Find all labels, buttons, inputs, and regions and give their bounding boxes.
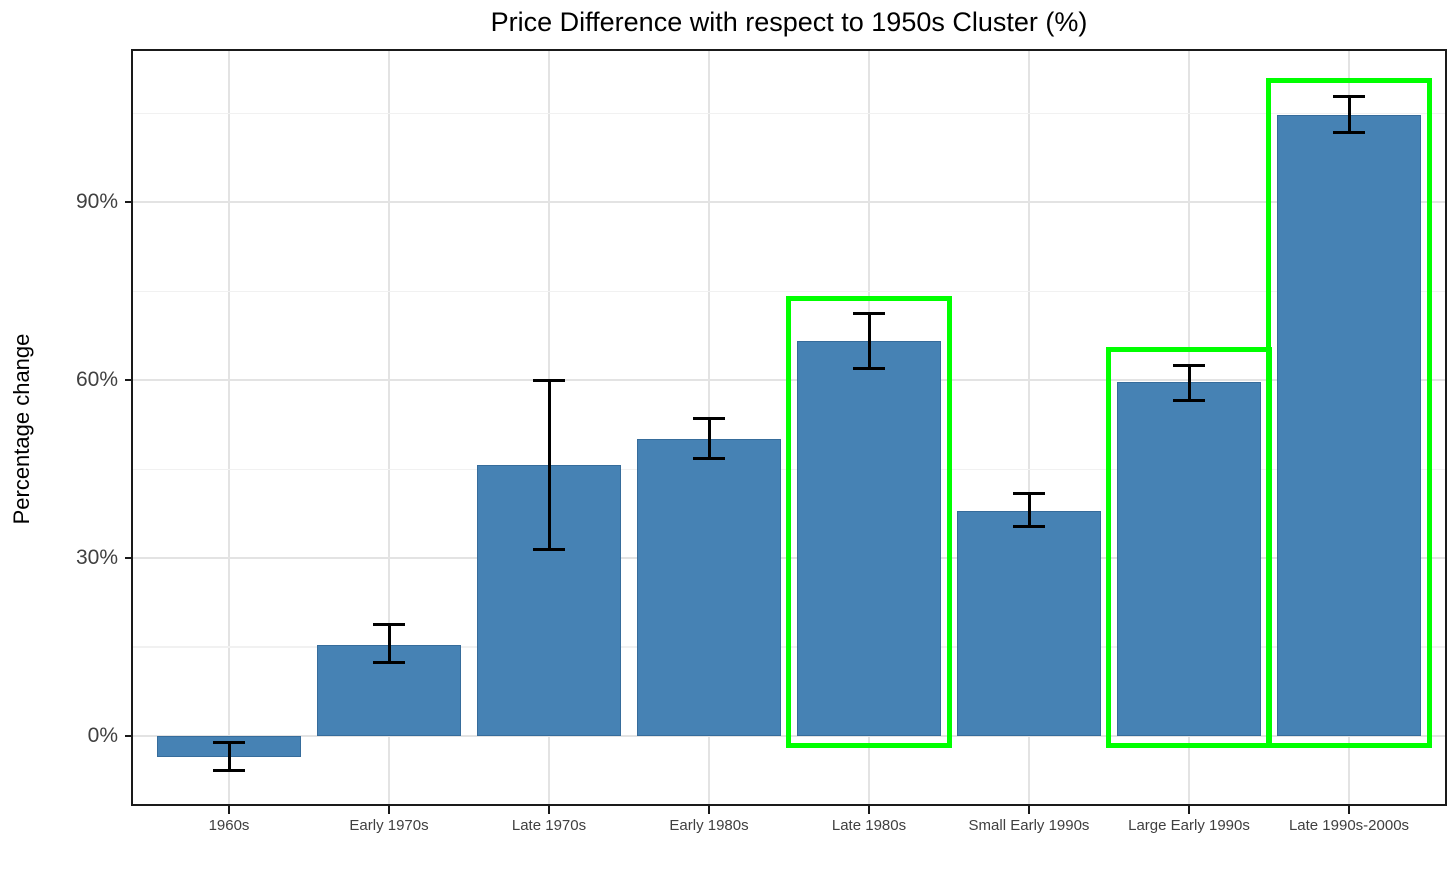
horizontal-minor-gridline bbox=[133, 290, 1445, 293]
error-bar-line bbox=[387, 624, 391, 663]
x-tick-label: Late 1970s bbox=[511, 817, 587, 834]
bar bbox=[637, 439, 781, 736]
bar bbox=[957, 510, 1101, 736]
bar bbox=[1277, 115, 1421, 736]
error-bar-line bbox=[547, 380, 551, 550]
x-tick-label: Late 1980s bbox=[831, 817, 907, 834]
error-bar-line bbox=[1347, 96, 1351, 133]
error-bar-cap-bottom bbox=[373, 661, 405, 665]
vertical-gridline bbox=[1028, 51, 1030, 804]
error-bar-cap-bottom bbox=[1173, 398, 1205, 402]
bar bbox=[1117, 382, 1261, 736]
error-bar-cap-bottom bbox=[1333, 131, 1365, 135]
x-axis-tick bbox=[868, 806, 870, 814]
x-tick-label: Late 1990s-2000s bbox=[1288, 817, 1410, 834]
error-bar-line bbox=[227, 742, 231, 771]
error-bar-cap-bottom bbox=[213, 769, 245, 773]
x-tick-label: 1960s bbox=[208, 817, 250, 834]
error-bar-cap-bottom bbox=[693, 456, 725, 460]
bar bbox=[797, 340, 941, 736]
chart-title: Price Difference with respect to 1950s C… bbox=[490, 7, 1088, 37]
highlight-box bbox=[1266, 78, 1432, 748]
error-bar-cap-bottom bbox=[853, 366, 885, 370]
y-axis-tick bbox=[125, 556, 133, 559]
error-bar-line bbox=[867, 313, 871, 369]
x-tick-label: Small Early 1990s bbox=[968, 817, 1090, 834]
vertical-gridline bbox=[388, 51, 390, 804]
error-bar-cap-top bbox=[213, 740, 245, 744]
horizontal-major-gridline bbox=[133, 201, 1445, 204]
x-axis-tick bbox=[1028, 806, 1030, 814]
y-tick-label: 90% bbox=[75, 190, 118, 214]
error-bar-cap-top bbox=[1333, 94, 1365, 98]
horizontal-minor-gridline bbox=[133, 112, 1445, 115]
y-axis-title: Percentage change bbox=[9, 333, 34, 525]
x-axis-tick bbox=[548, 806, 550, 814]
x-axis-tick bbox=[1348, 806, 1350, 814]
y-tick-label: 60% bbox=[75, 368, 118, 392]
error-bar-line bbox=[707, 418, 711, 459]
y-axis-tick bbox=[125, 379, 133, 382]
error-bar-cap-top bbox=[533, 378, 565, 382]
x-tick-label: Early 1970s bbox=[349, 817, 429, 834]
error-bar-cap-top bbox=[373, 623, 405, 627]
plot-panel bbox=[131, 49, 1447, 806]
highlight-box bbox=[1106, 347, 1272, 748]
error-bar-line bbox=[1027, 493, 1031, 527]
x-tick-label: Large Early 1990s bbox=[1128, 817, 1250, 834]
error-bar-cap-bottom bbox=[533, 547, 565, 551]
vertical-gridline bbox=[228, 51, 230, 804]
y-axis-tick bbox=[125, 201, 133, 204]
y-axis-tick bbox=[125, 734, 133, 737]
x-tick-label: Early 1980s bbox=[669, 817, 749, 834]
error-bar-cap-top bbox=[1173, 363, 1205, 367]
x-axis-tick bbox=[1188, 806, 1190, 814]
error-bar-cap-top bbox=[1013, 491, 1045, 495]
error-bar-cap-top bbox=[853, 312, 885, 316]
y-tick-label: 0% bbox=[87, 723, 118, 747]
y-tick-label: 30% bbox=[75, 545, 118, 569]
error-bar-cap-top bbox=[693, 417, 725, 421]
x-axis-tick bbox=[708, 806, 710, 814]
highlight-box bbox=[786, 295, 952, 748]
error-bar-line bbox=[1187, 365, 1191, 401]
x-axis-tick bbox=[388, 806, 390, 814]
error-bar-cap-bottom bbox=[1013, 525, 1045, 529]
x-axis-tick bbox=[228, 806, 230, 814]
